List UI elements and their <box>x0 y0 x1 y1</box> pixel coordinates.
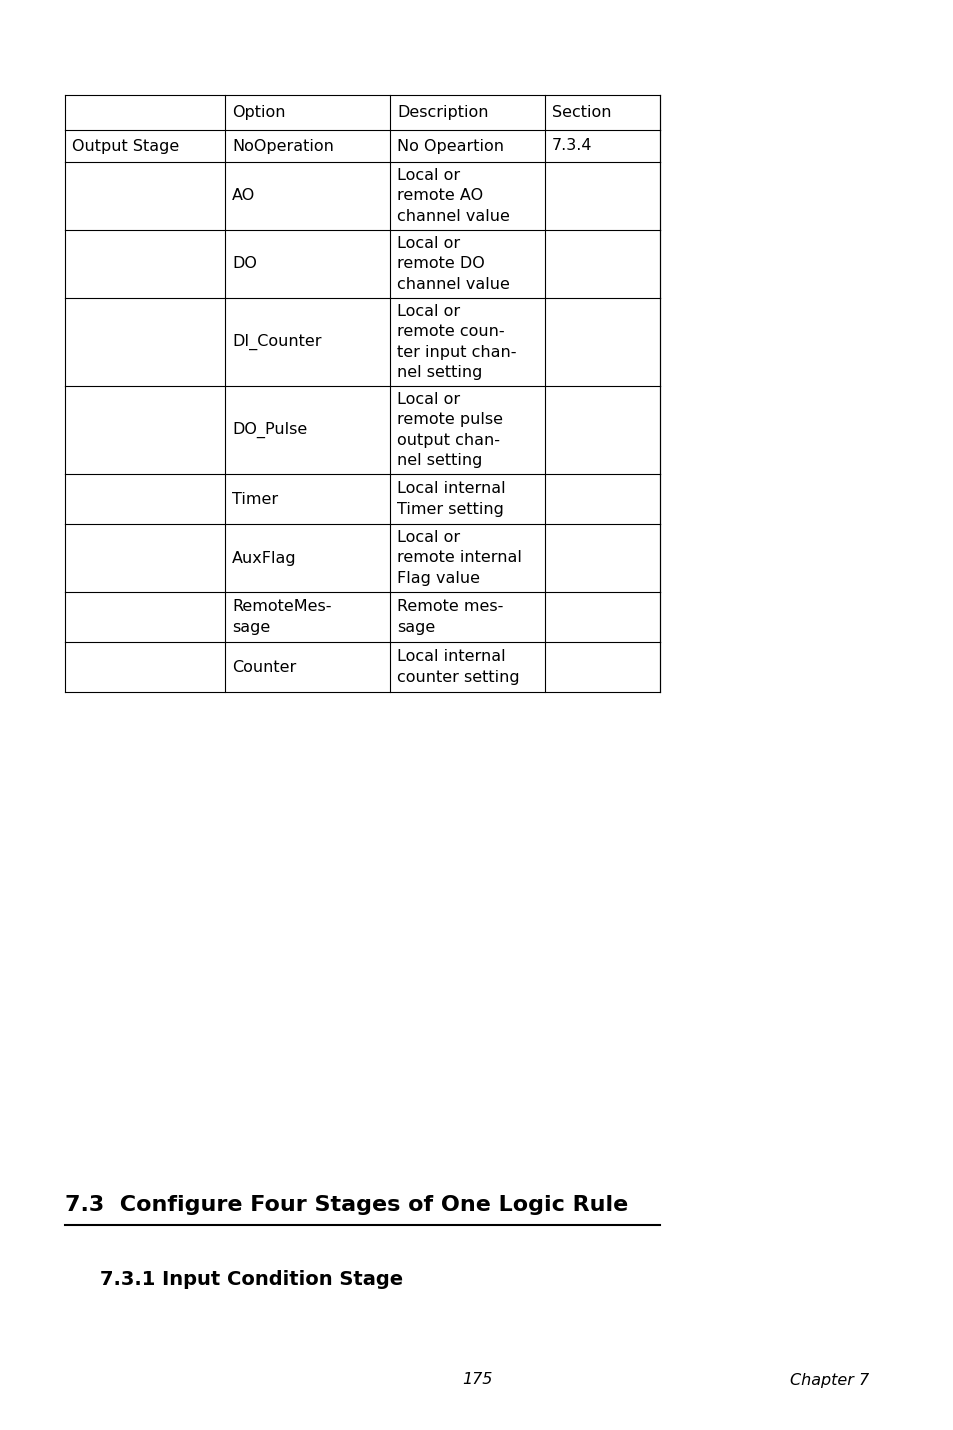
Text: Option: Option <box>232 104 285 120</box>
Text: 7.3.4: 7.3.4 <box>552 139 592 153</box>
Text: ter input chan-: ter input chan- <box>396 345 516 360</box>
Text: remote pulse: remote pulse <box>396 412 502 428</box>
Text: DI_Counter: DI_Counter <box>232 333 321 350</box>
Text: 175: 175 <box>461 1373 492 1387</box>
Text: channel value: channel value <box>396 277 509 292</box>
Text: 7.3.1 Input Condition Stage: 7.3.1 Input Condition Stage <box>100 1270 403 1288</box>
Text: Description: Description <box>396 104 488 120</box>
Text: remote coun-: remote coun- <box>396 325 504 339</box>
Text: Output Stage: Output Stage <box>71 139 179 153</box>
Text: DO_Pulse: DO_Pulse <box>232 422 307 438</box>
Text: nel setting: nel setting <box>396 453 482 468</box>
Text: Counter: Counter <box>232 659 296 675</box>
Text: 7.3  Configure Four Stages of One Logic Rule: 7.3 Configure Four Stages of One Logic R… <box>65 1195 628 1216</box>
Text: remote DO: remote DO <box>396 256 484 272</box>
Text: Local or: Local or <box>396 167 459 183</box>
Text: output chan-: output chan- <box>396 433 499 448</box>
Text: Flag value: Flag value <box>396 571 479 586</box>
Text: RemoteMes-: RemoteMes- <box>232 599 331 613</box>
Text: channel value: channel value <box>396 209 509 225</box>
Text: Local or: Local or <box>396 303 459 319</box>
Text: nel setting: nel setting <box>396 365 482 380</box>
Text: counter setting: counter setting <box>396 671 519 685</box>
Text: Local or: Local or <box>396 531 459 545</box>
Text: Remote mes-: Remote mes- <box>396 599 503 613</box>
Text: DO: DO <box>232 256 256 272</box>
Text: AO: AO <box>232 189 255 203</box>
Text: AuxFlag: AuxFlag <box>232 551 296 565</box>
Text: Chapter 7: Chapter 7 <box>790 1373 868 1387</box>
Text: sage: sage <box>396 621 435 635</box>
Text: Local or: Local or <box>396 392 459 406</box>
Text: Timer setting: Timer setting <box>396 502 503 518</box>
Text: Local or: Local or <box>396 236 459 250</box>
Text: Local internal: Local internal <box>396 649 505 664</box>
Text: remote internal: remote internal <box>396 551 521 565</box>
Text: Local internal: Local internal <box>396 480 505 496</box>
Text: remote AO: remote AO <box>396 189 482 203</box>
Text: No Opeartion: No Opeartion <box>396 139 503 153</box>
Text: NoOperation: NoOperation <box>232 139 334 153</box>
Text: Timer: Timer <box>232 492 278 506</box>
Text: sage: sage <box>232 621 270 635</box>
Text: Section: Section <box>552 104 611 120</box>
